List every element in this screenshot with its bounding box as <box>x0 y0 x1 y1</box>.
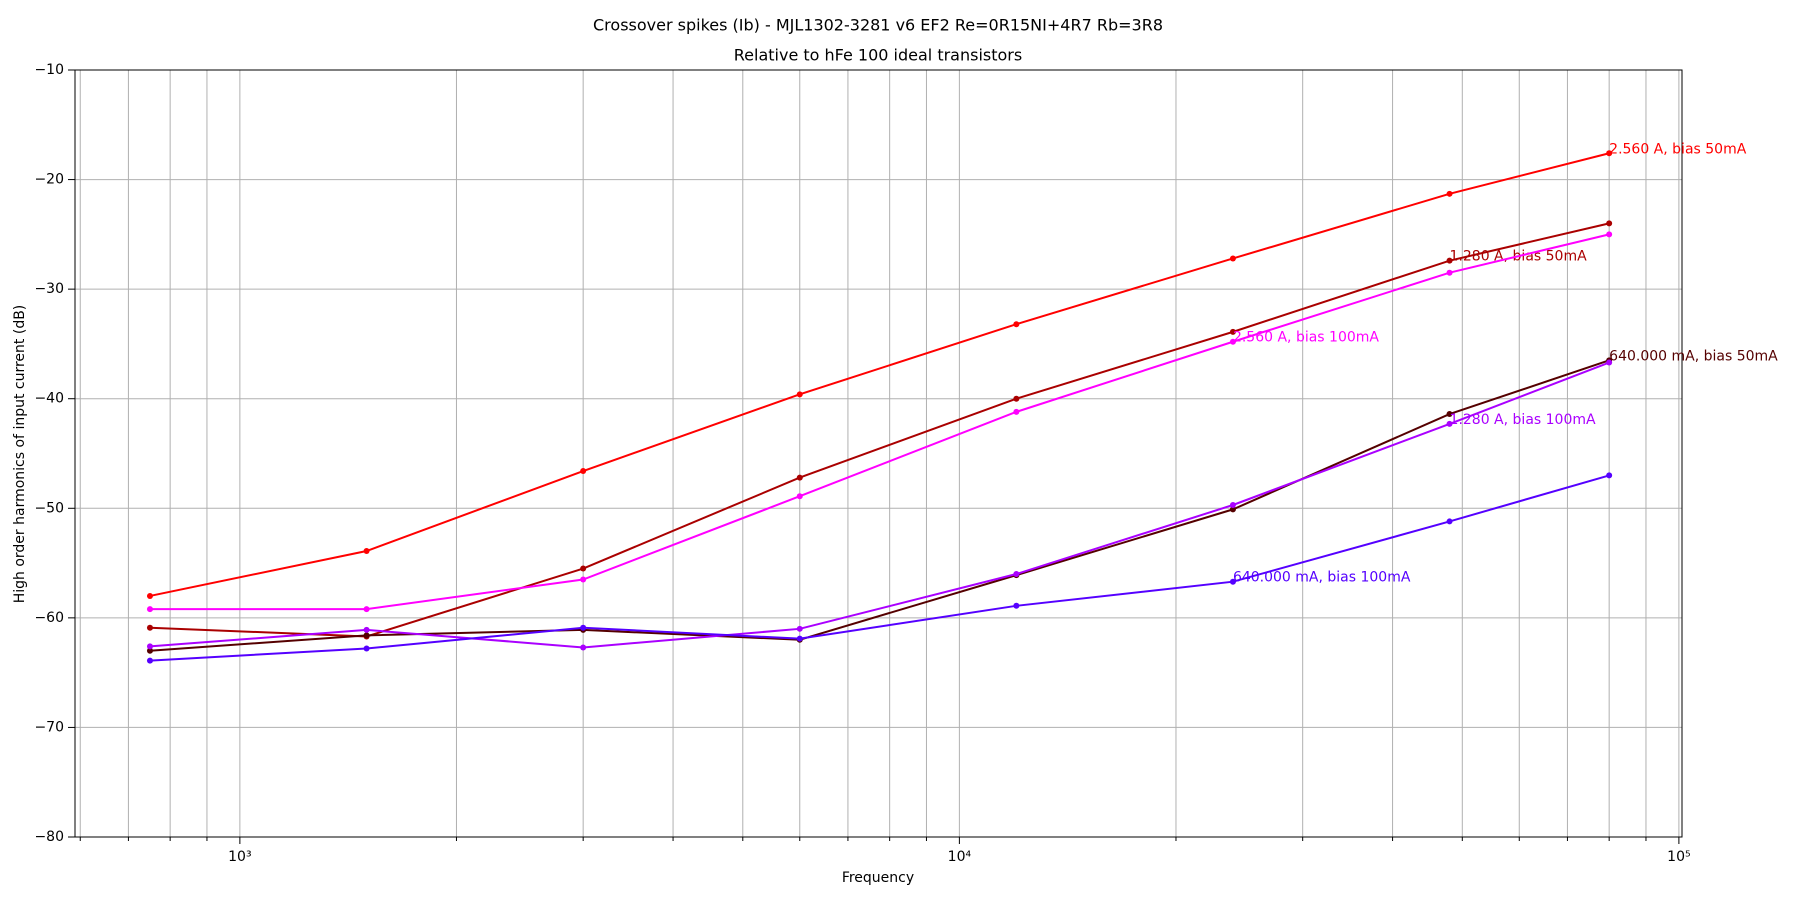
series-line <box>149 233 1610 611</box>
data-point <box>1606 220 1613 227</box>
data-point <box>1446 420 1453 427</box>
data-point <box>580 565 587 572</box>
y-tick-label: −70 <box>34 719 64 735</box>
series-annotation: 640.000 mA, bias 50mA <box>1609 348 1778 364</box>
data-point <box>796 474 803 481</box>
data-point <box>363 606 370 613</box>
data-point <box>1606 150 1613 157</box>
y-tick-label: −60 <box>34 610 64 626</box>
data-point <box>580 624 587 631</box>
data-point <box>1446 518 1453 525</box>
data-point <box>1606 472 1613 479</box>
data-point <box>1446 190 1453 197</box>
data-point <box>796 635 803 642</box>
data-point <box>146 624 153 631</box>
series-line <box>149 222 1610 638</box>
y-tick-label: −40 <box>34 391 64 407</box>
data-point <box>363 548 370 555</box>
data-point <box>796 391 803 398</box>
series-annotation: 1.280 A, bias 100mA <box>1450 412 1596 428</box>
series-line <box>149 361 1610 649</box>
y-tick-label: −50 <box>34 500 64 516</box>
data-point <box>1606 231 1613 238</box>
data-point <box>580 644 587 651</box>
data-point <box>796 493 803 500</box>
data-point <box>580 468 587 475</box>
data-point <box>1606 359 1613 366</box>
data-point <box>1229 578 1236 585</box>
data-point <box>363 645 370 652</box>
data-point <box>1446 411 1453 418</box>
data-point <box>146 647 153 654</box>
y-axis-label: High order harmonics of input current (d… <box>12 305 28 604</box>
series-annotation: 640.000 mA, bias 100mA <box>1233 570 1411 586</box>
data-point <box>1013 321 1020 328</box>
data-point <box>1013 408 1020 415</box>
data-point <box>363 626 370 633</box>
data-point <box>1229 506 1236 513</box>
data-point <box>1446 269 1453 276</box>
plot-frame <box>74 69 1683 838</box>
data-point <box>796 625 803 632</box>
data-point <box>146 657 153 664</box>
series-annotation: 2.560 A, bias 100mA <box>1233 330 1379 346</box>
x-axis-label: Frequency <box>842 870 914 886</box>
x-tick-label: 10⁴ <box>948 849 972 865</box>
series-line <box>149 359 1610 652</box>
series-annotation: 2.560 A, bias 50mA <box>1609 141 1747 157</box>
y-tick-label: −10 <box>34 62 64 78</box>
series-line <box>149 152 1610 597</box>
x-tick-label: 10⁵ <box>1667 849 1690 865</box>
data-point <box>1229 255 1236 262</box>
y-tick-label: −20 <box>34 172 64 188</box>
chart-title: Crossover spikes (Ib) - MJL1302-3281 v6 … <box>593 16 1163 35</box>
x-tick-label: 10³ <box>228 849 251 865</box>
data-point <box>146 606 153 613</box>
data-point <box>1229 328 1236 335</box>
data-point <box>1229 338 1236 345</box>
chart-subtitle: Relative to hFe 100 ideal transistors <box>734 46 1022 65</box>
y-tick-label: −80 <box>34 829 64 845</box>
data-point <box>1013 571 1020 578</box>
data-point <box>1013 602 1020 609</box>
data-point <box>1446 257 1453 264</box>
data-point <box>146 643 153 650</box>
series-line <box>149 474 1610 662</box>
data-point <box>146 592 153 599</box>
data-point <box>1013 395 1020 402</box>
data-point <box>363 632 370 639</box>
data-point <box>580 576 587 583</box>
y-tick-label: −30 <box>34 281 64 297</box>
data-point <box>1229 501 1236 508</box>
